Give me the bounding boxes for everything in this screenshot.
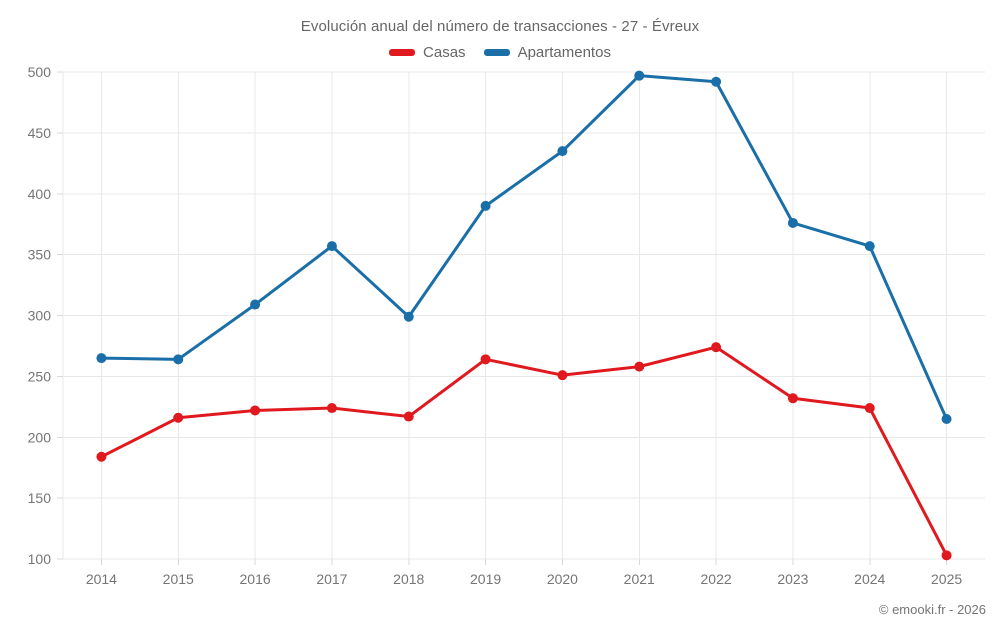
- series-casas: [96, 342, 952, 561]
- data-point[interactable]: [787, 393, 798, 404]
- x-axis-tick-label: 2019: [470, 571, 501, 587]
- legend-item-apartamentos[interactable]: Apartamentos: [483, 44, 611, 61]
- data-point[interactable]: [480, 354, 491, 365]
- data-point[interactable]: [250, 405, 261, 416]
- data-point[interactable]: [403, 311, 414, 322]
- x-axis-tick-label: 2017: [316, 571, 347, 587]
- y-axis-tick-label: 500: [28, 64, 52, 80]
- data-point[interactable]: [941, 413, 952, 424]
- legend-swatch-apartamentos: [483, 49, 510, 56]
- data-point[interactable]: [941, 550, 952, 561]
- x-axis-tick-label: 2016: [240, 571, 271, 587]
- chart-title: Evolución anual del número de transaccio…: [300, 18, 700, 35]
- data-point[interactable]: [557, 146, 568, 157]
- y-axis-tick-label: 250: [28, 368, 52, 384]
- data-point[interactable]: [711, 76, 722, 87]
- data-point[interactable]: [480, 200, 491, 211]
- legend-item-casas[interactable]: Casas: [389, 44, 466, 61]
- legend-label-apartamentos: Apartamentos: [517, 44, 611, 61]
- series-line-casas: [99, 345, 949, 557]
- data-point[interactable]: [864, 241, 875, 252]
- x-axis-tick-label: 2015: [163, 571, 194, 587]
- data-point[interactable]: [634, 70, 645, 81]
- x-axis-tick-label: 2023: [777, 571, 808, 587]
- series-line-apartamentos: [99, 74, 949, 421]
- y-axis-tick-label: 400: [28, 186, 52, 202]
- y-axis-tick-label: 150: [28, 490, 52, 506]
- x-axis-tick-label: 2025: [931, 571, 962, 587]
- y-axis-tick-label: 300: [28, 308, 52, 324]
- x-axis-tick-label: 2022: [701, 571, 732, 587]
- y-axis-tick-label: 200: [28, 429, 52, 445]
- data-point[interactable]: [173, 354, 184, 365]
- data-point[interactable]: [326, 241, 337, 252]
- y-axis-tick-label: 450: [28, 125, 52, 141]
- y-axis-tick-label: 100: [28, 551, 52, 567]
- copyright-credit: © emooki.fr - 2026: [878, 602, 986, 617]
- data-point[interactable]: [96, 353, 107, 364]
- data-point[interactable]: [787, 217, 798, 228]
- legend-label-casas: Casas: [423, 44, 466, 61]
- chart-legend: Casas Apartamentos: [0, 44, 1000, 61]
- x-axis-tick-label: 2018: [393, 571, 424, 587]
- data-point[interactable]: [634, 361, 645, 372]
- data-point[interactable]: [557, 370, 568, 381]
- legend-swatch-casas: [389, 49, 416, 56]
- y-axis-tick-label: 350: [28, 247, 52, 263]
- data-point[interactable]: [96, 451, 107, 462]
- data-point[interactable]: [711, 342, 722, 353]
- data-point[interactable]: [403, 411, 414, 422]
- x-axis-tick-label: 2014: [86, 571, 117, 587]
- data-point[interactable]: [864, 403, 875, 414]
- data-point[interactable]: [173, 412, 184, 423]
- x-axis-tick-label: 2024: [854, 571, 885, 587]
- x-axis-tick-label: 2020: [547, 571, 578, 587]
- x-axis-tick-label: 2021: [624, 571, 655, 587]
- data-point[interactable]: [250, 299, 261, 310]
- data-point[interactable]: [326, 403, 337, 414]
- series-apartamentos: [96, 70, 952, 424]
